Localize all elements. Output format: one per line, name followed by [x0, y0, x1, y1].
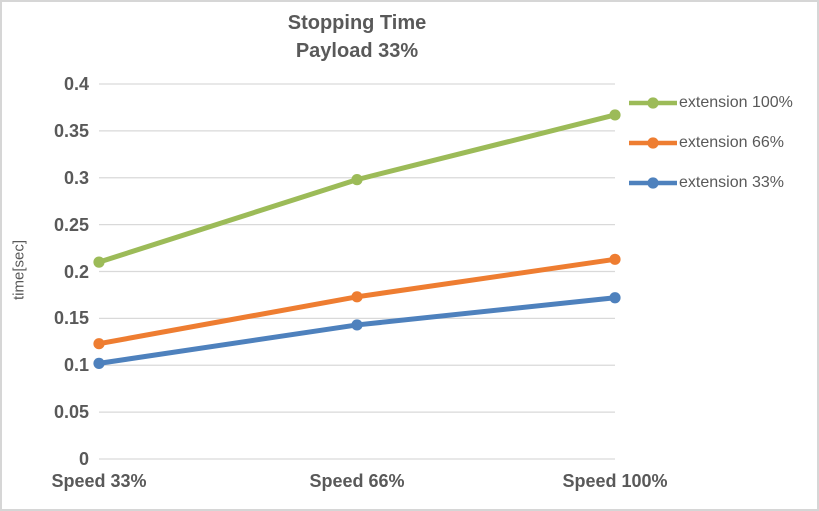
legend-item-extension-33: extension 33% [629, 163, 793, 203]
chart-title-line2: Payload 33% [295, 40, 419, 62]
data-point-marker-extension-100 [609, 109, 621, 121]
legend-marker-icon [629, 97, 677, 109]
data-point-marker-extension-33 [93, 357, 105, 369]
chart-title-line1: Stopping Time [287, 12, 427, 34]
y-tick-label: 0.25 [53, 214, 89, 235]
y-tick-label: 0.35 [53, 120, 89, 141]
legend-item-extension-66: extension 66% [629, 123, 793, 163]
y-tick-label: 0 [78, 449, 89, 469]
legend-item-label: extension 33% [679, 174, 784, 191]
legend-marker-icon [629, 177, 677, 189]
legend-item-extension-100: extension 100% [629, 83, 793, 123]
legend-marker-icon [629, 137, 677, 149]
legend: extension 100% extension 66% extension 33% [629, 83, 793, 203]
data-point-marker-extension-66 [609, 253, 621, 265]
legend-item-label: extension 100% [679, 94, 793, 111]
data-point-marker-extension-100 [351, 174, 363, 186]
chart-title: Stopping Time Payload 33% [99, 9, 615, 65]
x-tick-label: Speed 33% [51, 471, 147, 491]
data-point-marker-extension-33 [351, 319, 363, 331]
y-tick-label: 0.3 [63, 167, 89, 188]
y-tick-label: 0.05 [53, 402, 89, 423]
legend-item-label: extension 66% [679, 134, 784, 151]
y-tick-label: 0.15 [53, 308, 89, 329]
y-tick-label: 0.1 [63, 355, 89, 376]
x-tick-label: Speed 100% [562, 471, 668, 491]
data-point-marker-extension-100 [93, 256, 105, 268]
data-point-marker-extension-66 [93, 338, 105, 350]
data-point-marker-extension-33 [609, 292, 621, 304]
x-tick-label: Speed 66% [309, 471, 405, 491]
series-line-extension-100 [98, 112, 616, 265]
y-tick-label: 0.4 [63, 74, 89, 94]
y-tick-label: 0.2 [63, 261, 89, 282]
data-point-marker-extension-66 [351, 291, 363, 303]
